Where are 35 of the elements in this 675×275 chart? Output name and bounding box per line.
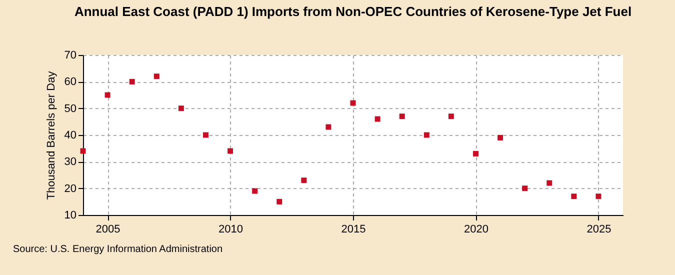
point (178, 106, 184, 112)
y-tick-label: 30 (64, 156, 76, 168)
point (472, 150, 478, 156)
source-note: Source: U.S. Energy Information Administration (13, 244, 223, 255)
y-tick-label: 50 (64, 102, 76, 115)
y-tick-label: 20 (64, 182, 76, 195)
point (522, 186, 528, 192)
point (571, 194, 577, 200)
point (498, 134, 504, 140)
point (129, 78, 135, 84)
point (104, 92, 110, 98)
point (546, 180, 552, 186)
point (448, 114, 454, 120)
x-tick-label: 2010 (218, 224, 244, 236)
x-tick-label: 2020 (464, 224, 488, 236)
x-tick-label: 2005 (96, 224, 120, 236)
y-tick-label: 10 (64, 210, 76, 222)
point (374, 116, 380, 122)
x-tick-label: 2015 (341, 224, 366, 236)
point (399, 114, 405, 120)
y-tick-label: 70 (64, 50, 76, 62)
x-tick-label: 2025 (586, 224, 612, 236)
point (252, 188, 258, 194)
point (596, 194, 602, 200)
y-tick-label: 40 (64, 130, 76, 142)
chart-title: Annual East Coast (PADD 1) Imports from Non-OPEC Countries of Kerosene-Type Jet Fuel (74, 4, 632, 19)
point (276, 198, 282, 204)
point (424, 132, 430, 138)
point (301, 178, 307, 184)
y-tick-label: 60 (64, 76, 76, 88)
point (202, 132, 208, 138)
y-axis-title: Thousand Barrels per Day (45, 70, 58, 200)
point (326, 124, 332, 130)
point (228, 148, 234, 154)
point (154, 74, 160, 80)
